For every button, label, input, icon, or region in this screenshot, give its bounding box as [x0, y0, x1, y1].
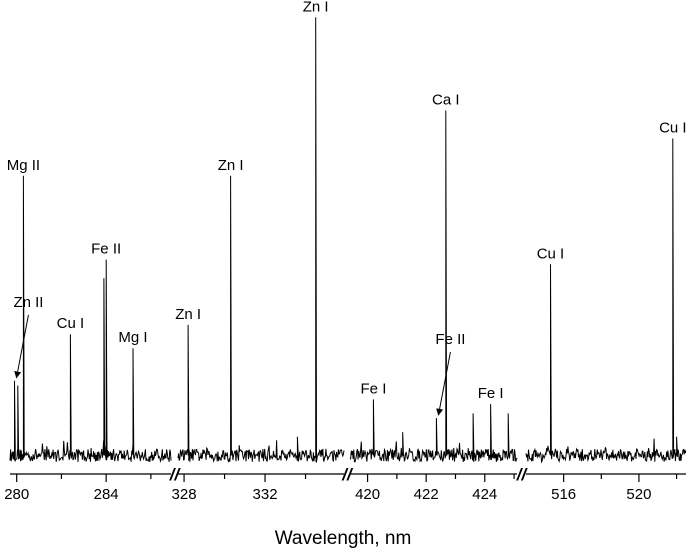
spectrum-trace	[177, 17, 345, 464]
annotation-arrow	[436, 351, 451, 416]
peak-label: Mg II	[7, 157, 40, 174]
peak-label: Cu I	[57, 315, 85, 332]
axis-break-mark: //	[169, 465, 182, 484]
peak-label: Cu I	[659, 119, 686, 136]
x-axis: 280 284 328 332 420 422 424 516 520 // // //	[4, 465, 686, 503]
x-tick-label: 516	[551, 486, 576, 503]
x-tick-label: 422	[414, 486, 439, 503]
x-axis-title: Wavelength, nm	[275, 528, 412, 549]
peak-label: Cu I	[537, 245, 565, 262]
x-tick-label: 420	[355, 486, 380, 503]
peak-label: Zn I	[175, 306, 201, 323]
axis-break-mark: //	[516, 465, 529, 484]
x-tick-label: 424	[472, 486, 497, 503]
spectrum-trace	[9, 175, 172, 464]
peak-label: Ca I	[432, 92, 460, 109]
peak-label: Fe I	[361, 380, 387, 397]
spectrum-trace	[349, 110, 518, 463]
annotation-label: Zn II	[13, 294, 43, 311]
spectrum-traces	[9, 17, 686, 464]
peak-label: Zn I	[303, 0, 329, 15]
x-tick-label: 284	[94, 486, 119, 503]
axis-break-mark: //	[341, 465, 354, 484]
x-tick-label: 332	[253, 486, 278, 503]
x-tick-label: 520	[626, 486, 651, 503]
x-tick-label: 328	[172, 486, 197, 503]
peak-labels: Mg II Cu I Fe II Mg I Zn II Zn I Zn I Zn I Fe I C…	[7, 0, 686, 416]
peak-label: Mg I	[118, 329, 147, 346]
annotation-arrow	[14, 314, 29, 379]
x-tick-label: 280	[4, 486, 29, 503]
peak-label: Fe I	[478, 385, 504, 402]
peak-label: Fe II	[91, 241, 121, 258]
spectrum-trace	[525, 138, 686, 464]
peak-label: Zn I	[218, 157, 244, 174]
annotation-label: Fe II	[435, 331, 465, 348]
